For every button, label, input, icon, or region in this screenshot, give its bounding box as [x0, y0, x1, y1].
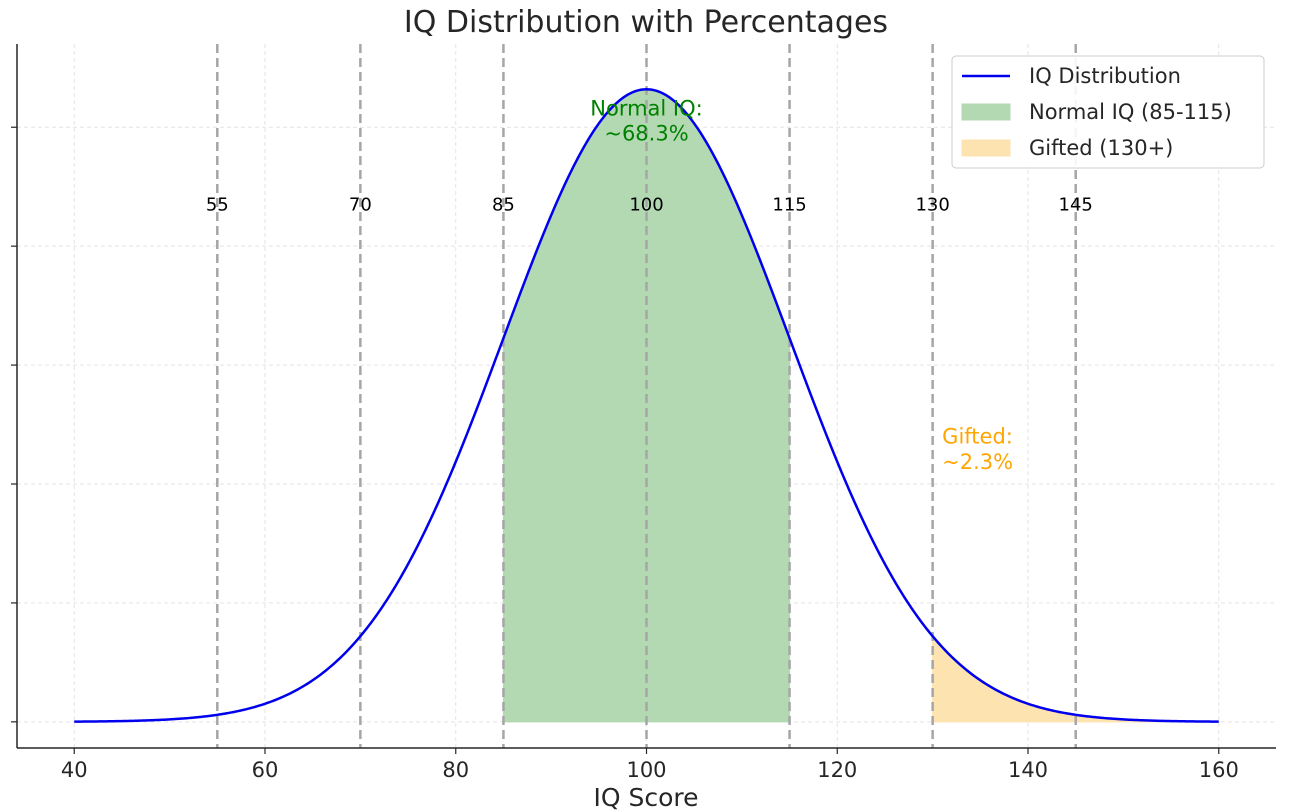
- x-ticks: 40 60 80 100 120 140 160: [61, 748, 1239, 782]
- marker-label-145: 145: [1059, 194, 1093, 215]
- x-tick-label-100: 100: [626, 758, 666, 782]
- x-tick-label-60: 60: [252, 758, 279, 782]
- marker-label-130: 130: [915, 194, 949, 215]
- marker-label-100: 100: [629, 194, 663, 215]
- legend: IQ Distribution Normal IQ (85-115) Gifted …: [951, 55, 1265, 169]
- x-tick-label-40: 40: [61, 758, 88, 782]
- legend-box: [951, 55, 1265, 169]
- iq-distribution-line: [74, 88, 1219, 723]
- marker-labels: 55 70 85 100 115 130 145: [206, 194, 1093, 215]
- normal-iq-annotation: Normal IQ: ~68.3%: [590, 96, 702, 145]
- x-tick-label-80: 80: [442, 758, 469, 782]
- legend-patch-swatch: [961, 103, 1011, 121]
- marker-label-85: 85: [492, 194, 515, 215]
- vertical-marker-lines: [216, 44, 1077, 748]
- legend-label: IQ Distribution: [1029, 64, 1181, 88]
- marker-label-70: 70: [349, 194, 372, 215]
- gifted-annotation: Gifted: ~2.3%: [942, 425, 1013, 474]
- legend-label: Normal IQ (85-115): [1029, 100, 1232, 124]
- shaded-regions: [502, 88, 1220, 723]
- x-tick-label-140: 140: [1008, 758, 1048, 782]
- x-axis-label: IQ Score: [593, 783, 698, 812]
- marker-label-55: 55: [206, 194, 229, 215]
- annotations: Normal IQ: ~68.3% Gifted: ~2.3%: [590, 96, 1013, 473]
- x-tick-label-160: 160: [1199, 758, 1239, 782]
- marker-label-115: 115: [772, 194, 806, 215]
- legend-patch-swatch: [961, 139, 1011, 157]
- chart-title: IQ Distribution with Percentages: [404, 5, 888, 40]
- x-tick-label-120: 120: [817, 758, 857, 782]
- legend-label: Gifted (130+): [1029, 136, 1173, 160]
- y-ticks: [11, 126, 17, 723]
- distribution-curve: [74, 88, 1219, 723]
